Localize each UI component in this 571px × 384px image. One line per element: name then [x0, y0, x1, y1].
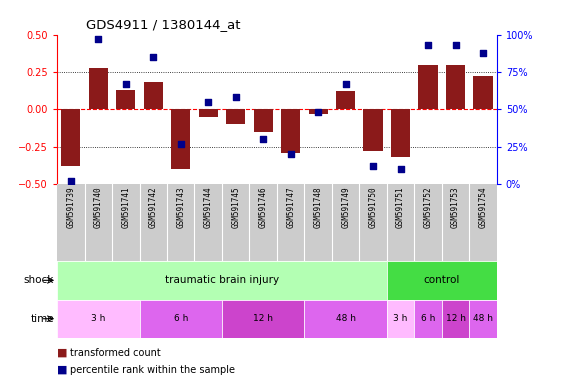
Text: ■: ■	[57, 348, 67, 358]
Text: GSM591743: GSM591743	[176, 187, 185, 228]
Bar	[281, 109, 300, 153]
Text: GSM591752: GSM591752	[424, 187, 433, 228]
Bar	[57, 300, 139, 338]
Bar	[61, 109, 81, 166]
Bar	[139, 300, 222, 338]
Bar	[57, 261, 387, 300]
Bar	[442, 300, 469, 338]
Text: shock: shock	[24, 275, 54, 285]
Text: GSM591748: GSM591748	[313, 187, 323, 228]
Point	[259, 136, 268, 142]
Point	[231, 94, 240, 101]
Text: 48 h: 48 h	[473, 314, 493, 323]
Text: GSM591750: GSM591750	[369, 187, 377, 228]
Text: control: control	[424, 275, 460, 285]
Bar	[199, 109, 218, 117]
Bar	[144, 83, 163, 109]
Text: GSM591754: GSM591754	[478, 187, 488, 228]
Bar	[469, 300, 497, 338]
Text: traumatic brain injury: traumatic brain injury	[165, 275, 279, 285]
Text: 6 h: 6 h	[421, 314, 435, 323]
Point	[424, 42, 433, 48]
Text: percentile rank within the sample: percentile rank within the sample	[70, 364, 235, 375]
Point	[396, 166, 405, 172]
Text: ■: ■	[57, 364, 67, 375]
Point	[478, 50, 488, 56]
Bar	[116, 90, 135, 109]
Bar	[226, 109, 246, 124]
Point	[148, 54, 158, 60]
Text: GSM591740: GSM591740	[94, 187, 103, 228]
Text: GSM591751: GSM591751	[396, 187, 405, 228]
Text: GSM591744: GSM591744	[204, 187, 213, 228]
Text: time: time	[31, 314, 54, 324]
Text: GSM591753: GSM591753	[451, 187, 460, 228]
Bar	[446, 65, 465, 109]
Bar	[415, 300, 442, 338]
Text: 12 h: 12 h	[253, 314, 273, 323]
Text: GSM591747: GSM591747	[286, 187, 295, 228]
Text: transformed count: transformed count	[70, 348, 160, 358]
Text: GSM591749: GSM591749	[341, 187, 350, 228]
Bar	[336, 91, 355, 109]
Point	[66, 178, 75, 184]
Text: GSM591739: GSM591739	[66, 187, 75, 228]
Text: GSM591741: GSM591741	[121, 187, 130, 228]
Text: 3 h: 3 h	[91, 314, 106, 323]
Point	[313, 109, 323, 116]
Point	[286, 151, 295, 157]
Bar	[391, 109, 410, 157]
Text: GDS4911 / 1380144_at: GDS4911 / 1380144_at	[86, 18, 240, 31]
Text: 48 h: 48 h	[336, 314, 356, 323]
Point	[121, 81, 130, 87]
Text: 3 h: 3 h	[393, 314, 408, 323]
Bar	[364, 109, 383, 151]
Point	[94, 36, 103, 42]
Point	[368, 163, 377, 169]
Bar	[254, 109, 273, 132]
Bar	[387, 261, 497, 300]
Bar	[473, 76, 493, 109]
Point	[204, 99, 213, 105]
Bar	[308, 109, 328, 114]
Point	[341, 81, 350, 87]
Point	[176, 141, 186, 147]
Bar	[222, 300, 304, 338]
Point	[451, 42, 460, 48]
Text: 12 h: 12 h	[445, 314, 465, 323]
Text: 6 h: 6 h	[174, 314, 188, 323]
Bar	[89, 68, 108, 109]
Text: GSM591742: GSM591742	[149, 187, 158, 228]
Text: GSM591746: GSM591746	[259, 187, 268, 228]
Bar	[304, 300, 387, 338]
Text: GSM591745: GSM591745	[231, 187, 240, 228]
Bar	[387, 300, 415, 338]
Bar	[171, 109, 190, 169]
Bar	[419, 65, 438, 109]
